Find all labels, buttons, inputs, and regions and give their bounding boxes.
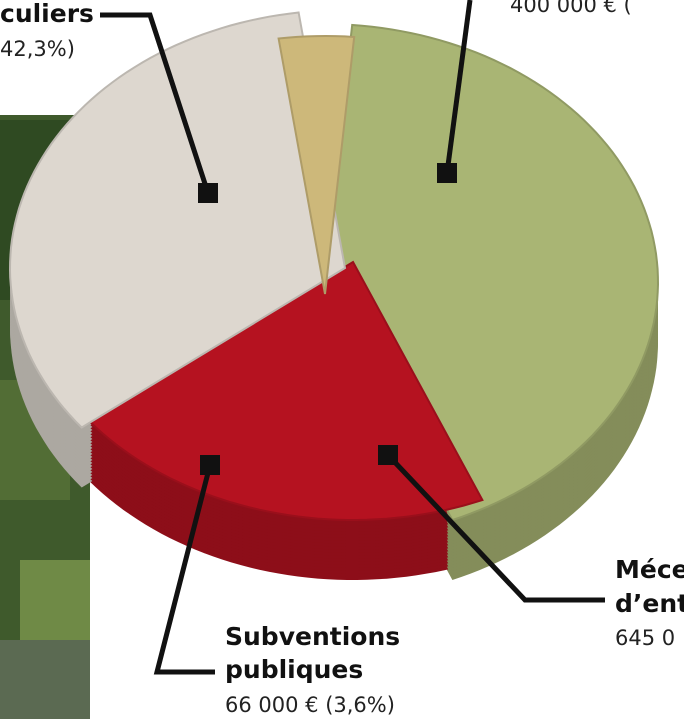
value-label: 42,3%) xyxy=(0,37,75,61)
leader-marker xyxy=(378,445,398,465)
leader-marker xyxy=(198,183,218,203)
category-label: d’ent xyxy=(615,589,684,618)
category-label: culiers xyxy=(0,0,94,28)
pie xyxy=(10,13,658,581)
leader-marker xyxy=(200,455,220,475)
category-label: Méce xyxy=(615,555,684,584)
value-label: 645 0 xyxy=(615,626,675,650)
chart: culiers 42,3%) 400 000 € ( Méce d’ent 64… xyxy=(0,0,684,719)
value-label: 66 000 € (3,6%) xyxy=(225,693,395,717)
value-label: 400 000 € ( xyxy=(510,0,632,17)
category-label: Subventions xyxy=(225,622,400,651)
leader-marker xyxy=(437,163,457,183)
category-label: publiques xyxy=(225,655,363,684)
